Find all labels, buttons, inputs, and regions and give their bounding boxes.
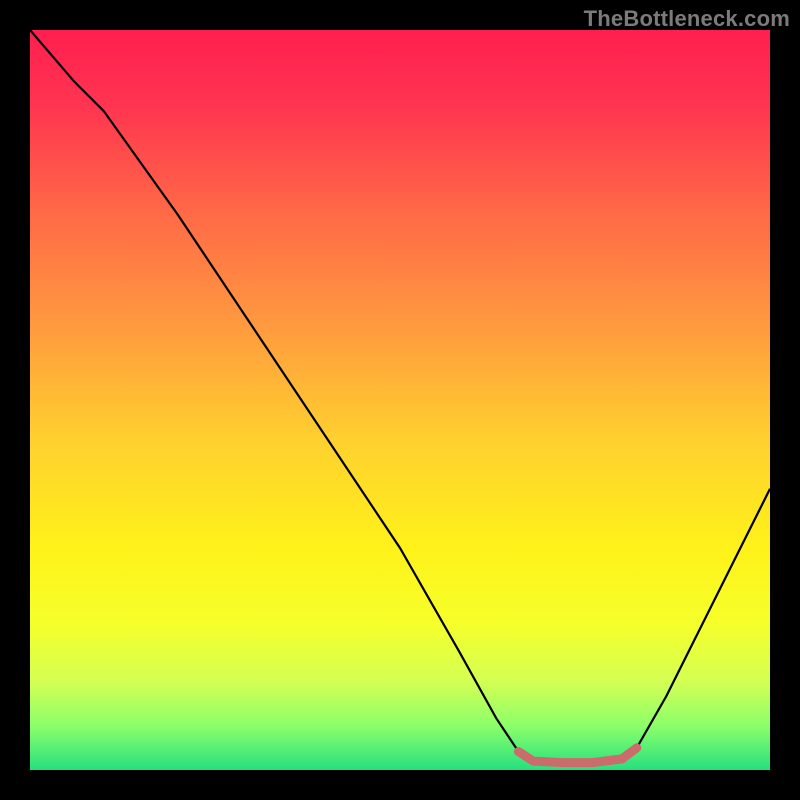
- plot-background: [30, 30, 770, 770]
- bottleneck-chart: [0, 0, 800, 800]
- watermark-text: TheBottleneck.com: [584, 6, 790, 32]
